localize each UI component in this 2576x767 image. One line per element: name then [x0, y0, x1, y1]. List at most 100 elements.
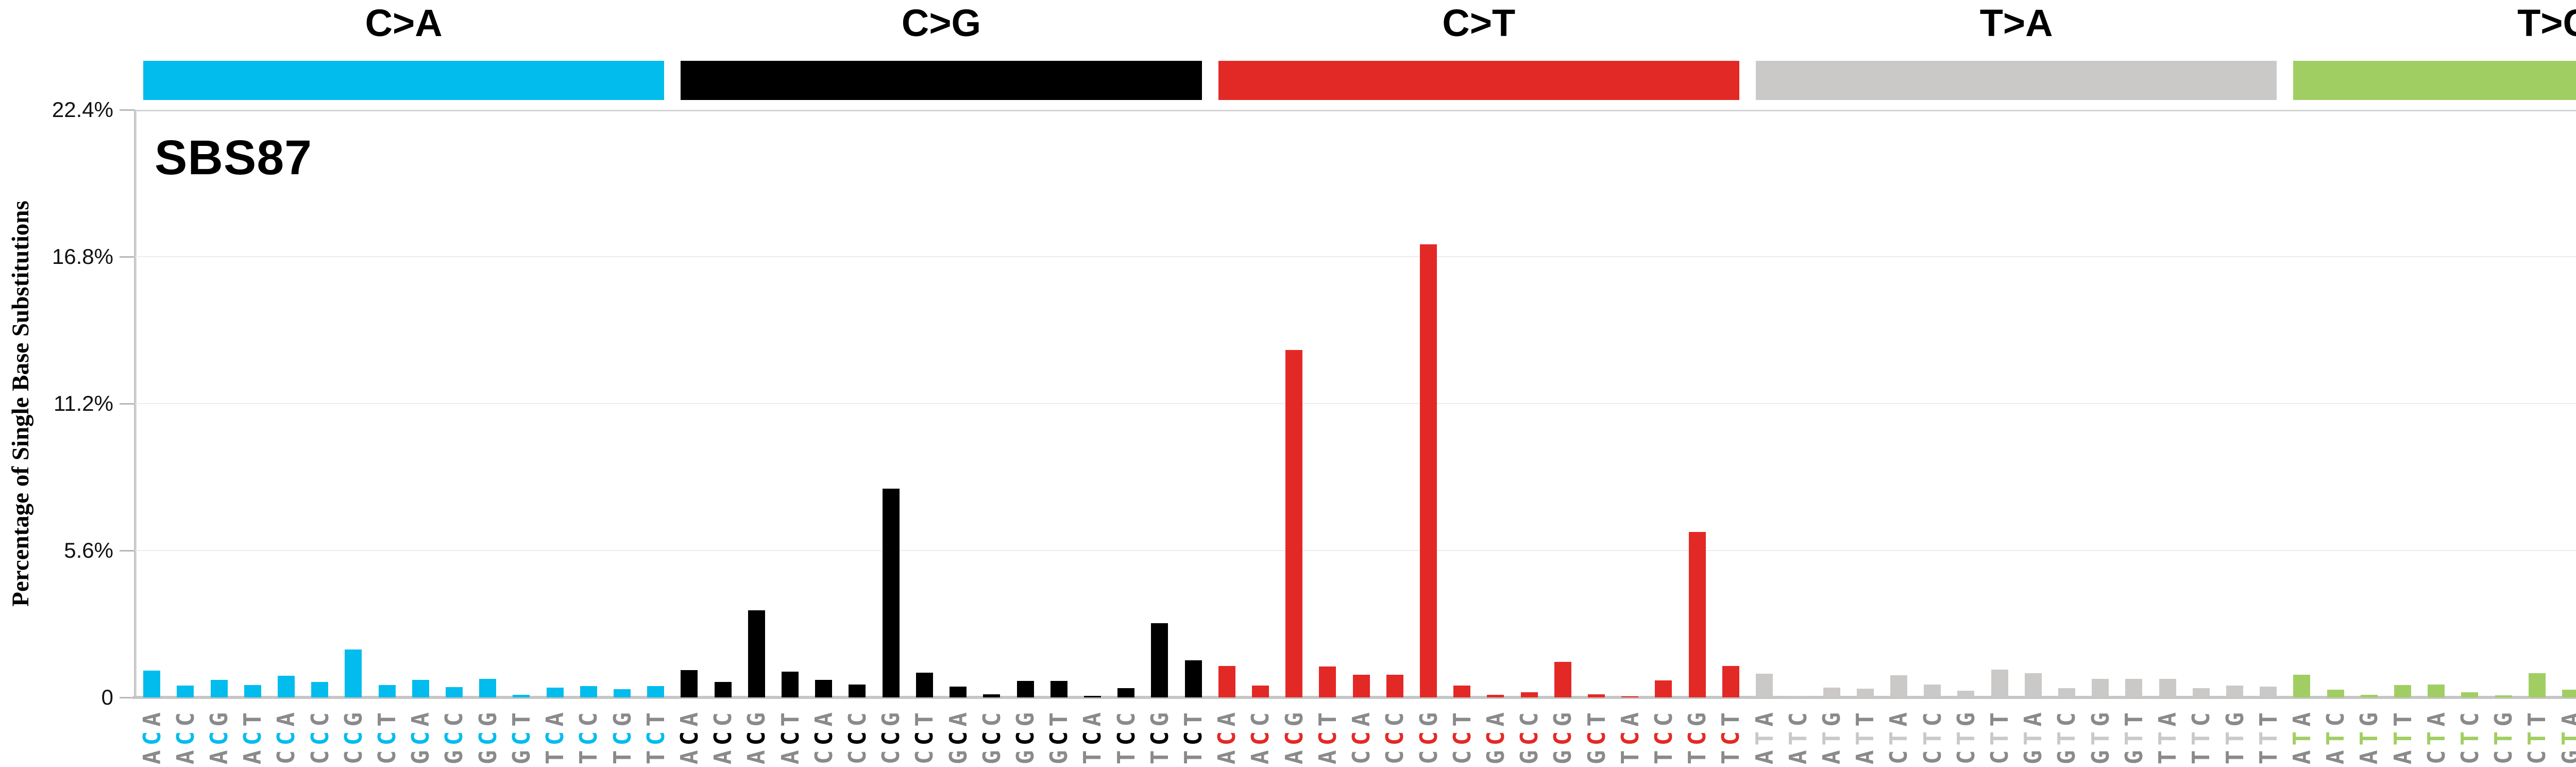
- context-letter: C: [1381, 726, 1409, 746]
- context-letter: C: [473, 726, 502, 746]
- y-tick-label: 0: [101, 685, 113, 709]
- context-letter: C: [1280, 726, 1308, 746]
- bar: [1453, 686, 1471, 697]
- context-letter: C: [272, 745, 300, 765]
- bar: [1151, 623, 1168, 697]
- context-letter: T: [1952, 726, 1980, 746]
- x-axis-context-label: TCG: [608, 708, 636, 764]
- x-axis-context-label: ATG: [2355, 708, 2383, 764]
- context-letter: C: [138, 726, 166, 746]
- bar: [513, 695, 530, 697]
- mutation-type-strip: [681, 61, 1202, 100]
- bar: [177, 685, 194, 697]
- context-letter: C: [843, 726, 871, 746]
- x-axis-context-label: CCA: [810, 708, 838, 764]
- context-letter: C: [1717, 726, 1745, 746]
- bar: [2461, 692, 2479, 697]
- context-letter: A: [1078, 707, 1107, 727]
- context-letter: C: [910, 745, 939, 765]
- context-letter: A: [776, 745, 804, 765]
- bar: [445, 687, 463, 697]
- context-letter: T: [2388, 707, 2417, 727]
- x-axis-context-label: TTC: [2187, 708, 2215, 764]
- context-letter: T: [1986, 726, 2014, 746]
- bar: [1823, 688, 1840, 697]
- x-axis-context-label: CCC: [1381, 708, 1409, 764]
- bar: [2226, 686, 2244, 697]
- bar: [2394, 685, 2412, 697]
- context-letter: T: [507, 707, 535, 727]
- context-letter: T: [641, 707, 670, 727]
- context-letter: A: [742, 745, 771, 765]
- x-axis-context-label: CCT: [1448, 708, 1476, 764]
- x-axis-context-label: ATT: [2389, 708, 2417, 764]
- context-letter: C: [1481, 726, 1510, 746]
- context-letter: T: [2388, 726, 2417, 746]
- y-tick-label: 22.4%: [52, 97, 113, 122]
- context-letter: A: [1616, 707, 1644, 727]
- x-axis-context-label: CCG: [877, 708, 905, 764]
- context-letter: G: [742, 707, 771, 727]
- context-letter: A: [171, 745, 199, 765]
- bar: [614, 689, 631, 697]
- context-letter: C: [1515, 707, 1544, 727]
- x-axis-context-label: CCC: [843, 708, 871, 764]
- context-letter: C: [709, 707, 737, 727]
- x-axis-context-label: GTA: [2019, 708, 2047, 764]
- context-letter: T: [1045, 707, 1073, 727]
- context-letter: T: [2053, 726, 2081, 746]
- context-letter: T: [1649, 745, 1677, 765]
- context-letter: A: [944, 707, 972, 727]
- context-letter: C: [1381, 707, 1409, 727]
- context-letter: C: [373, 745, 401, 765]
- x-axis-context-label: ACC: [709, 708, 737, 764]
- context-letter: A: [2388, 745, 2417, 765]
- bar: [1520, 692, 1538, 697]
- context-letter: G: [1582, 745, 1611, 765]
- x-axis-context-label: ATC: [2321, 708, 2349, 764]
- context-letter: A: [1280, 745, 1308, 765]
- mutation-type-strip: [1756, 61, 2277, 100]
- bar: [2528, 673, 2546, 697]
- bar: [1655, 680, 1672, 697]
- bar: [2058, 688, 2075, 697]
- mutation-type-label: C>G: [901, 2, 981, 44]
- context-letter: C: [776, 726, 804, 746]
- axis-tick-mark: [120, 109, 135, 111]
- context-letter: T: [1616, 745, 1644, 765]
- context-letter: C: [373, 726, 401, 746]
- context-letter: T: [1179, 707, 1208, 727]
- context-letter: C: [977, 707, 1006, 727]
- context-letter: A: [709, 745, 737, 765]
- mutation-type-strip: [143, 61, 665, 100]
- context-letter: C: [1952, 745, 1980, 765]
- context-letter: A: [1213, 745, 1241, 765]
- bar: [345, 649, 362, 697]
- context-letter: C: [1179, 726, 1208, 746]
- context-letter: G: [1515, 745, 1544, 765]
- mutation-type-label: C>T: [1442, 2, 1516, 44]
- context-letter: A: [541, 707, 569, 727]
- context-letter: G: [1045, 745, 1073, 765]
- bar: [1487, 694, 1504, 697]
- context-letter: T: [2355, 726, 2383, 746]
- bar: [1117, 688, 1135, 697]
- context-letter: T: [1851, 726, 1879, 746]
- x-axis-context-label: ACG: [1280, 708, 1308, 764]
- x-axis-context-label: GCG: [1549, 708, 1577, 764]
- x-axis-context-label: ACC: [172, 708, 199, 764]
- context-letter: G: [2120, 745, 2148, 765]
- context-letter: C: [742, 726, 771, 746]
- context-letter: C: [877, 745, 905, 765]
- bar: [782, 672, 799, 697]
- context-letter: G: [339, 707, 367, 727]
- x-axis-context-label: GCA: [944, 708, 972, 764]
- bar: [1688, 532, 1706, 697]
- x-axis-context-label: CTA: [2422, 708, 2450, 764]
- x-axis-context-label: ACA: [1213, 708, 1241, 764]
- context-letter: C: [809, 726, 838, 746]
- context-letter: C: [171, 707, 199, 727]
- context-letter: G: [2221, 707, 2249, 727]
- context-letter: T: [1851, 707, 1879, 727]
- x-axis-context-label: CTG: [1952, 708, 1980, 764]
